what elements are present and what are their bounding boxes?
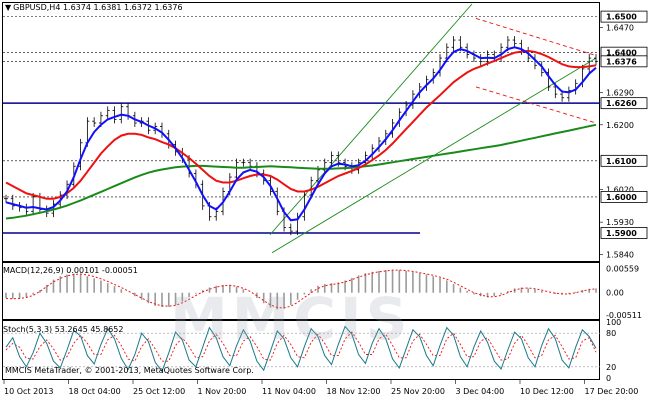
stoch-axis-label: 20 — [606, 363, 616, 372]
ma-slow-line — [5, 123, 597, 220]
price-axis-label: 1.6100 — [606, 157, 637, 166]
macd-pane-frame — [2, 262, 600, 320]
ma-mid-line — [5, 49, 597, 200]
time-axis: 10 Oct 2013 18 Oct 04:00 25 Oct 12:00 1 Nov… — [3, 380, 639, 396]
macd-signal-line — [5, 269, 597, 309]
stoch-k-line — [5, 325, 597, 373]
time-axis-label: 18 Nov 12:00 — [327, 387, 381, 396]
horizontal-levels — [3, 16, 600, 234]
symbol-header: ▼ GBPUSD,H4 1.6374 1.6381 1.6372 1.6376 — [5, 3, 183, 12]
stoch-indicator: 100 80 20 0 — [3, 318, 621, 383]
time-axis-label: 18 Oct 04:00 — [69, 387, 121, 396]
macd-indicator: 0.00559 0.00 -0.00511 — [5, 264, 642, 320]
price-axis-label: 1.6020 — [606, 186, 634, 195]
stoch-axis-label: 80 — [606, 329, 616, 338]
price-tag-box — [600, 97, 648, 110]
price-axis-label: 1.6000 — [606, 193, 637, 202]
price-axis-label: 1.6290 — [606, 88, 634, 97]
price-axis-label: 1.6260 — [606, 99, 637, 108]
main-pane-frame — [2, 2, 600, 262]
channel-green-upper — [269, 3, 473, 236]
time-axis-label: 3 Dec 04:00 — [456, 387, 505, 396]
price-tag-box — [600, 227, 648, 239]
price-axis-label: 1.5840 — [606, 251, 634, 260]
stoch-axis-label: 100 — [606, 318, 621, 327]
stoch-label: Stoch(5,3,3) 53.2645 45.8652 — [3, 325, 124, 334]
price-axis-label: 1.6470 — [606, 23, 634, 32]
time-axis-label: 10 Dec 12:00 — [520, 387, 574, 396]
time-axis-label: 10 Oct 2013 — [4, 387, 53, 396]
price-tag-box — [600, 55, 648, 68]
price-axis-label: 1.6400 — [606, 49, 637, 58]
time-axis-label: 25 Oct 12:00 — [133, 387, 185, 396]
pane-frames — [2, 2, 600, 380]
price-tag-box — [600, 191, 648, 203]
price-axis-label: 1.5900 — [606, 229, 637, 238]
time-axis-label: 25 Nov 20:00 — [391, 387, 445, 396]
price-axis-label: 1.6200 — [606, 121, 634, 130]
copyright-footer: MMCIS MetaTrader, © 2001-2013, MetaQuote… — [5, 366, 254, 375]
macd-label: MACD(12,26,9) 0.00101 -0.00051 — [3, 266, 138, 275]
stoch-pane-frame — [2, 320, 600, 380]
price-tag-box — [600, 10, 648, 23]
macd-axis-label: 0.00559 — [606, 264, 639, 273]
time-axis-label: 1 Nov 20:00 — [198, 387, 247, 396]
watermark-logo: MMCIS — [170, 285, 412, 353]
price-axis-label: 1.5930 — [606, 218, 634, 227]
price-axis-label: 1.6376 — [606, 57, 637, 66]
stoch-axis-label: 0 — [606, 374, 611, 383]
stoch-d-line — [5, 331, 597, 362]
time-axis-label: 11 Nov 04:00 — [262, 387, 316, 396]
triangle-icon: ▼ — [5, 3, 12, 12]
price-axis-label: 1.6500 — [606, 13, 637, 22]
price-tag-box — [600, 154, 648, 167]
ma-fast-line — [5, 46, 597, 222]
moving-averages — [5, 46, 597, 222]
symbol-quote-line: GBPUSD,H4 1.6374 1.6381 1.6372 1.6376 — [13, 3, 183, 12]
macd-axis-label: -0.00511 — [606, 311, 642, 320]
macd-axis-label: 0.00 — [606, 289, 624, 298]
time-axis-label: 17 Dec 20:00 — [585, 387, 639, 396]
